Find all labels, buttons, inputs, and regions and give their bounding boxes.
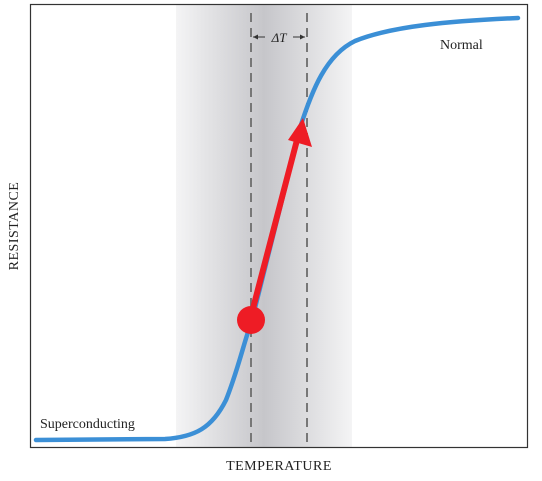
transition-arrow-head xyxy=(288,118,312,147)
transition-arrow-shaft xyxy=(248,137,300,319)
transition-dot xyxy=(237,306,265,334)
delta-t-bracket xyxy=(253,34,305,40)
y-axis-label: RESISTANCE xyxy=(7,182,22,271)
plot-frame xyxy=(29,3,529,449)
delta-t-label: ΔT xyxy=(271,30,288,45)
transition-band xyxy=(176,4,352,447)
superconducting-label: Superconducting xyxy=(40,417,135,432)
x-axis-label: TEMPERATURE xyxy=(226,459,332,474)
normal-label: Normal xyxy=(440,38,483,53)
